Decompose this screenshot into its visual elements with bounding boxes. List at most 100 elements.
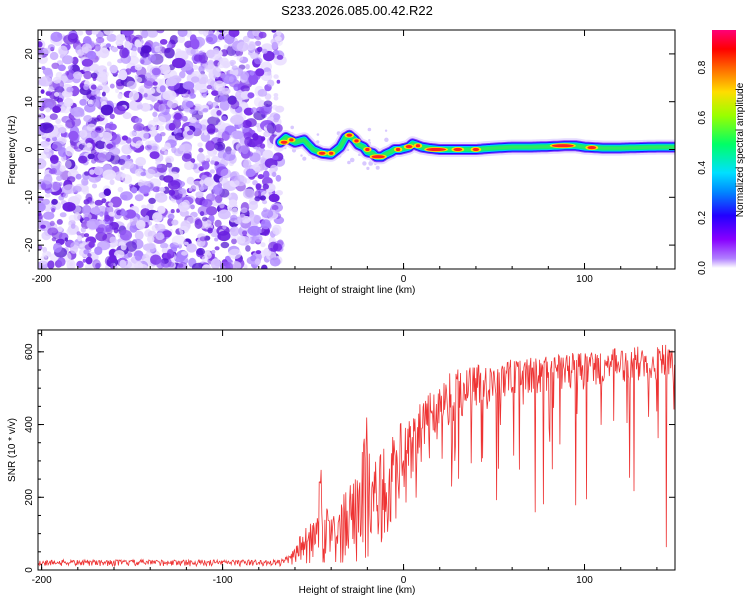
noise-blob	[271, 30, 277, 33]
noise-blob	[253, 214, 262, 224]
noise-blob	[204, 155, 211, 161]
noise-blob	[113, 105, 126, 115]
noise-blob	[103, 188, 112, 196]
noise-blob	[70, 241, 80, 250]
noise-blob	[242, 230, 248, 236]
colorbar-tick-label: 0.2	[697, 211, 708, 225]
noise-blob	[250, 52, 259, 60]
noise-blob	[275, 209, 280, 215]
noise-blob	[138, 126, 143, 131]
noise-speck	[300, 154, 303, 157]
noise-blob	[109, 236, 117, 244]
top-ytick-label: 0	[24, 146, 35, 152]
noise-blob	[199, 186, 205, 192]
noise-blob	[213, 47, 220, 55]
noise-blob	[82, 205, 91, 215]
top-xtick-label: 100	[576, 274, 593, 285]
noise-blob	[167, 180, 181, 190]
noise-blob	[155, 160, 161, 166]
chart-title: S233.2026.085.00.42.R22	[281, 3, 433, 18]
noise-blob	[179, 230, 184, 235]
noise-blob	[188, 187, 193, 192]
noise-blob	[248, 41, 256, 50]
noise-blob	[64, 160, 72, 169]
noise-blob	[70, 223, 76, 229]
noise-blob	[185, 211, 190, 216]
noise-blob	[134, 261, 144, 269]
noise-blob	[276, 30, 282, 36]
noise-blob	[252, 162, 266, 172]
bottom-xtick-label: 100	[576, 575, 593, 586]
noise-blob	[179, 71, 186, 79]
noise-blob	[38, 213, 43, 220]
noise-blob	[103, 30, 114, 36]
noise-blob	[245, 245, 251, 252]
noise-blob	[238, 145, 250, 155]
noise-blob	[200, 132, 211, 143]
noise-blob	[261, 264, 268, 269]
bottom-axis-ticks: -200 -100 0 100 0 200 400 600	[24, 330, 675, 586]
noise-blob	[228, 76, 234, 83]
noise-blob	[83, 70, 92, 80]
noise-blob	[230, 114, 244, 125]
noise-blob	[135, 140, 144, 146]
noise-blob	[62, 184, 76, 195]
noise-blob	[170, 209, 175, 214]
noise-blob	[207, 78, 214, 86]
noise-blob	[57, 127, 67, 134]
noise-blob	[59, 165, 66, 172]
noise-blob	[65, 119, 76, 129]
noise-blob	[166, 99, 179, 109]
colorbar-tick-label: 0.6	[697, 110, 708, 124]
noise-blob	[206, 193, 216, 202]
noise-blob	[182, 93, 191, 102]
noise-blob	[156, 116, 167, 126]
noise-blob	[38, 101, 43, 107]
snr-series-line	[38, 344, 675, 568]
noise-blob	[163, 73, 171, 79]
noise-blob	[273, 95, 279, 101]
noise-blob	[86, 123, 97, 132]
noise-blob	[94, 117, 100, 122]
noise-blob	[276, 54, 284, 60]
noise-blob	[109, 254, 117, 263]
top-yaxis-label: Frequency (Hz)	[7, 116, 18, 185]
noise-blob	[42, 67, 53, 76]
top-xaxis-label: Height of straight line (km)	[299, 285, 416, 296]
noise-blob	[263, 131, 271, 138]
noise-blob	[218, 95, 228, 102]
noise-blob	[121, 144, 133, 155]
noise-blob	[39, 105, 45, 112]
noise-blob	[250, 255, 257, 262]
noise-blob	[198, 147, 204, 153]
noise-blob	[48, 169, 56, 175]
noise-blob	[52, 106, 61, 113]
noise-speck	[347, 160, 351, 165]
noise-blob	[134, 194, 144, 202]
noise-blob	[92, 76, 97, 81]
colorbar-tick-label: 0.0	[697, 261, 708, 275]
noise-blob	[43, 174, 53, 185]
noise-blob	[194, 219, 203, 229]
noise-blob	[254, 140, 263, 148]
noise-blob	[75, 173, 82, 180]
noise-blob	[152, 81, 158, 86]
noise-blob	[147, 235, 155, 243]
noise-blob	[193, 54, 203, 62]
noise-blob	[79, 129, 88, 138]
noise-blob	[242, 35, 250, 43]
noise-blob	[218, 209, 231, 220]
noise-blob	[174, 112, 182, 120]
noise-blob	[108, 147, 121, 156]
noise-blob	[231, 65, 238, 71]
noise-blob	[77, 235, 83, 242]
noise-speck	[302, 156, 307, 161]
noise-blob	[156, 258, 165, 269]
noise-blob	[257, 174, 264, 180]
noise-blob	[94, 246, 103, 255]
noise-blob	[76, 30, 84, 36]
ridge-hotspot	[453, 147, 463, 152]
noise-blob	[86, 50, 97, 60]
noise-blob	[121, 135, 129, 141]
